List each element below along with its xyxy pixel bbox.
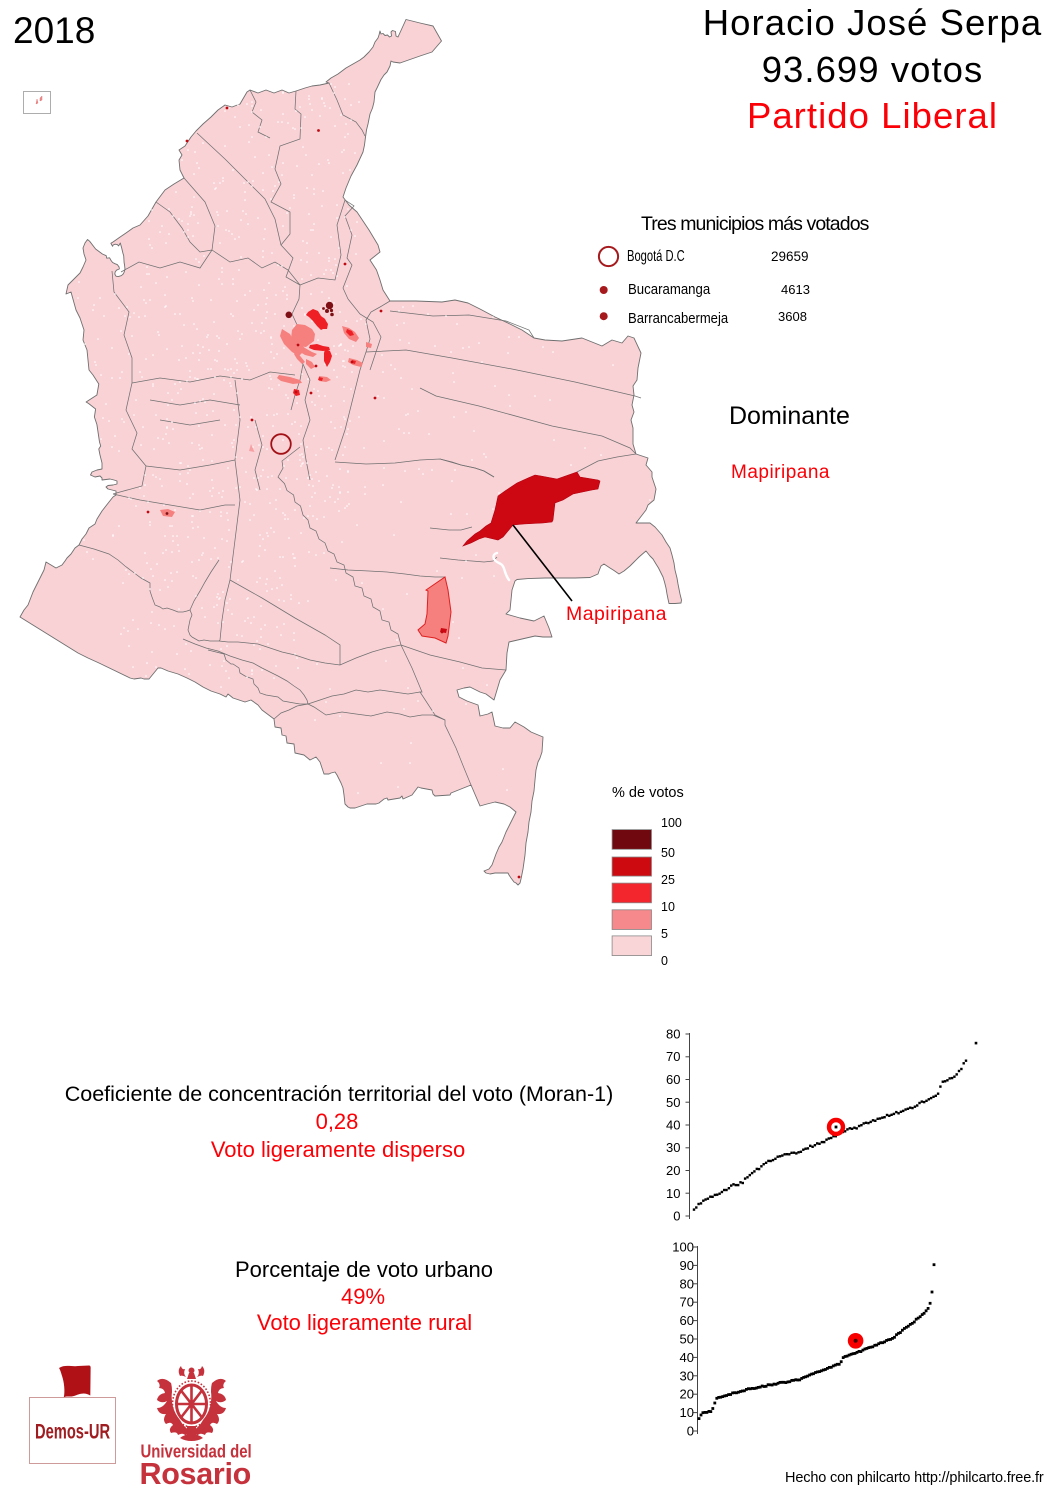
svg-text:Rosario: Rosario	[140, 1457, 251, 1491]
svg-text:90: 90	[680, 1258, 694, 1273]
svg-text:50: 50	[666, 1095, 680, 1110]
svg-text:10: 10	[680, 1405, 694, 1420]
svg-text:70: 70	[680, 1295, 694, 1310]
svg-text:0: 0	[673, 1209, 680, 1224]
svg-text:80: 80	[666, 1027, 680, 1042]
svg-text:10: 10	[666, 1186, 680, 1201]
svg-text:20: 20	[680, 1387, 694, 1402]
svg-text:Universidad del: Universidad del	[141, 1441, 252, 1462]
svg-text:60: 60	[666, 1072, 680, 1087]
svg-text:100: 100	[672, 1240, 694, 1255]
svg-text:0: 0	[687, 1424, 694, 1439]
svg-text:40: 40	[680, 1350, 694, 1365]
svg-text:30: 30	[666, 1140, 680, 1155]
svg-text:80: 80	[680, 1276, 694, 1291]
svg-text:30: 30	[680, 1368, 694, 1383]
svg-text:60: 60	[680, 1313, 694, 1328]
svg-text:70: 70	[666, 1049, 680, 1064]
svg-text:50: 50	[680, 1332, 694, 1347]
svg-text:40: 40	[666, 1118, 680, 1133]
svg-text:Demos-UR: Demos-UR	[35, 1420, 110, 1443]
svg-text:20: 20	[666, 1163, 680, 1178]
